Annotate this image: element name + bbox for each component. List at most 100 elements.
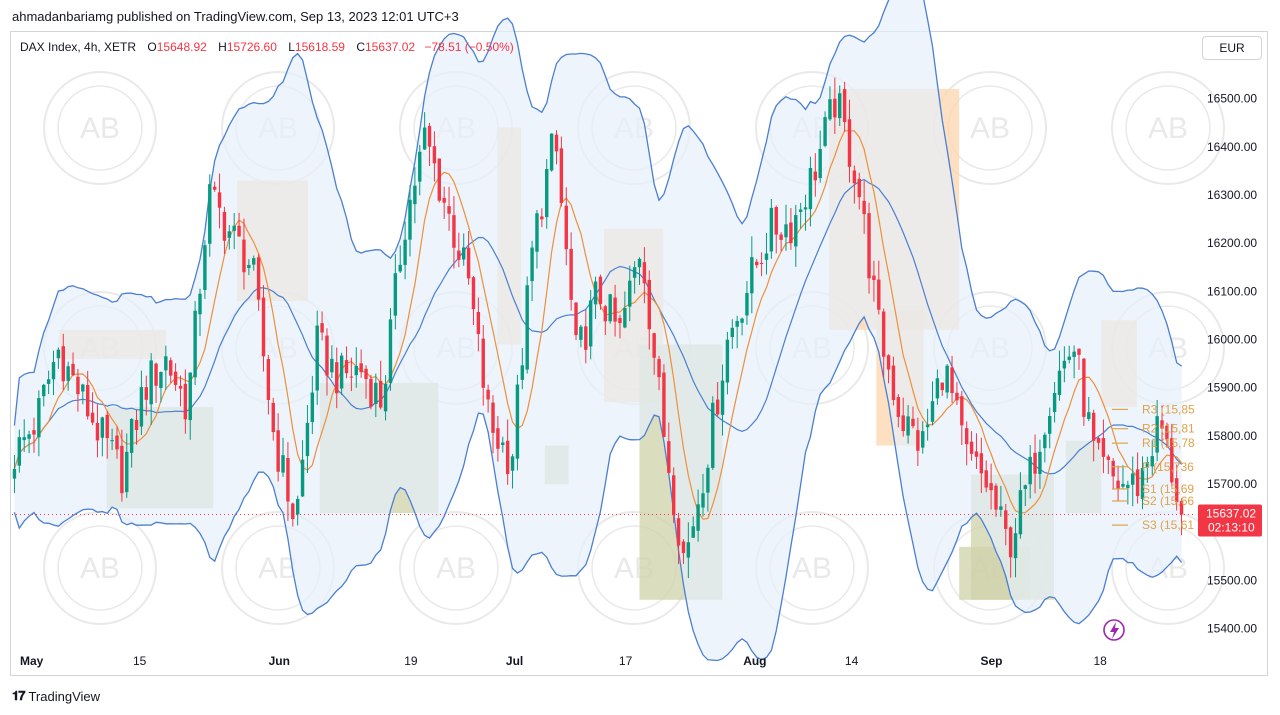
candle-body <box>1057 370 1062 396</box>
candle-body <box>164 356 168 371</box>
footer-brand-label: TradingView <box>28 688 101 704</box>
candle-body <box>85 384 90 417</box>
candle-body <box>681 541 686 554</box>
candle-body <box>344 360 349 374</box>
candle-body <box>1033 452 1037 474</box>
bollinger-lower-band <box>13 315 1183 662</box>
y-tick-label: 15900.00 <box>1207 381 1257 395</box>
publisher-line: ahmadanbariamg published on TradingView.… <box>12 9 459 24</box>
change-value: −78.51 (−0.50%) <box>424 40 514 54</box>
candle-body <box>1140 468 1145 500</box>
lightning-icon[interactable] <box>1103 619 1125 641</box>
x-tick-label: 15 <box>133 654 147 668</box>
candle-body <box>159 372 163 388</box>
candle-body <box>847 119 852 167</box>
candle-body <box>608 294 612 322</box>
candle-body <box>774 207 778 235</box>
candle-body <box>110 440 114 442</box>
watermark-text: AB <box>80 112 120 145</box>
candle-body <box>51 362 56 380</box>
candle-body <box>403 239 407 265</box>
candle-body <box>325 335 329 376</box>
candle-body <box>46 379 51 384</box>
candle-body <box>154 363 158 386</box>
candle-body <box>530 247 534 282</box>
candle-body <box>852 170 857 184</box>
candle-body <box>984 470 988 488</box>
candle-body <box>335 362 339 394</box>
candle-body <box>286 458 290 502</box>
candle-body <box>569 248 573 300</box>
candle-body <box>217 192 222 208</box>
candle-body <box>789 222 793 244</box>
candle-body <box>701 493 705 508</box>
candle-body <box>22 437 26 441</box>
candle-body <box>1077 348 1081 355</box>
candle-body <box>588 300 593 347</box>
candle-body <box>535 213 539 252</box>
candle-body <box>42 384 46 397</box>
candle-body <box>1096 438 1101 443</box>
x-tick-label: Jul <box>506 654 523 668</box>
x-tick-label: Aug <box>743 654 766 668</box>
candle-body <box>828 99 832 120</box>
x-tick-label: 14 <box>845 654 859 668</box>
candle-body <box>686 542 691 558</box>
low-value: 15618.59 <box>294 40 345 54</box>
chart-frame[interactable] <box>10 31 1268 676</box>
candle-body <box>715 399 720 415</box>
candle-body <box>823 117 827 146</box>
candle-body <box>1038 451 1042 475</box>
x-tick-label: May <box>20 654 44 668</box>
candle-body <box>105 414 109 439</box>
candle-body <box>906 416 910 436</box>
candle-body <box>632 267 637 278</box>
candle-body <box>227 231 232 238</box>
candle-body <box>662 372 666 437</box>
candle-body <box>813 171 818 181</box>
candle-body <box>1043 434 1047 449</box>
candle-body <box>71 363 75 376</box>
y-tick-label: 16100.00 <box>1207 284 1257 298</box>
high-value: 15726.60 <box>226 40 277 54</box>
candle-body <box>525 285 529 370</box>
candle-body <box>935 378 940 399</box>
footer-brand[interactable]: 𝟏𝟕 TradingView <box>12 688 100 704</box>
candle-body <box>598 276 603 305</box>
price-tag: 15637.02 02:13:10 <box>1198 504 1262 537</box>
candle-body <box>90 412 95 423</box>
candle-body <box>120 445 124 494</box>
candle-body <box>960 396 964 426</box>
candle-body <box>886 355 891 370</box>
moving-average-line <box>13 130 1183 520</box>
candle-body <box>76 376 80 395</box>
candle-body <box>881 311 886 357</box>
bollinger-middle-band <box>13 178 1183 475</box>
candle-body <box>134 420 139 431</box>
y-tick-label: 15500.00 <box>1207 574 1257 588</box>
candle-body <box>862 200 866 215</box>
candle-body <box>144 387 149 400</box>
candle-body <box>657 359 661 378</box>
candle-body <box>442 197 446 203</box>
candle-body <box>81 384 85 392</box>
x-tick-label: 18 <box>1094 654 1108 668</box>
candle-body <box>696 504 700 531</box>
candle-body <box>1174 478 1179 503</box>
candle-body <box>476 312 481 335</box>
candle-body <box>168 360 173 376</box>
y-tick-label: 16000.00 <box>1207 333 1257 347</box>
watermark-logo: AB <box>1111 71 1225 185</box>
candle-body <box>930 401 935 422</box>
candle-body <box>618 317 622 324</box>
candle-body <box>281 455 285 473</box>
candle-body <box>481 338 485 388</box>
candle-body <box>252 258 256 265</box>
candle-body <box>1150 456 1154 467</box>
candle-body <box>310 392 315 423</box>
candle-body <box>725 339 730 383</box>
candle-body <box>471 277 476 310</box>
watermark-text: AB <box>792 552 832 585</box>
currency-button[interactable]: EUR <box>1202 36 1262 60</box>
